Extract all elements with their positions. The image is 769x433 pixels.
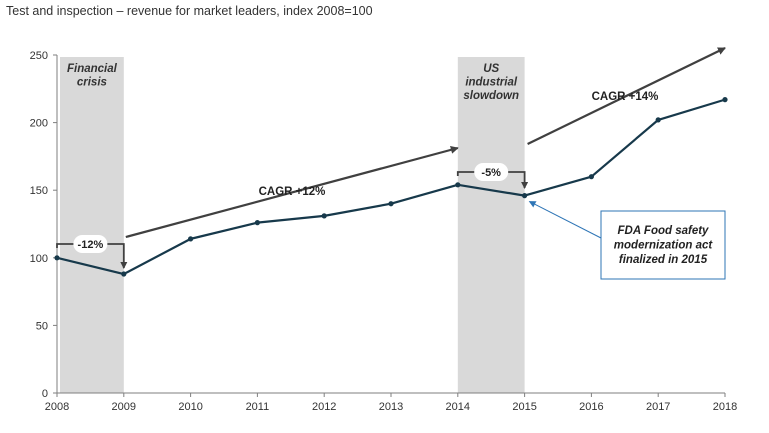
cagr-label-1: CAGR +12%	[259, 186, 326, 198]
x-tick-label: 2013	[379, 401, 403, 413]
data-point	[455, 182, 461, 188]
data-point	[121, 271, 127, 277]
data-point	[321, 213, 327, 219]
shaded-period-label: Financial	[67, 63, 118, 75]
data-point	[188, 236, 194, 242]
x-tick-label: 2012	[312, 401, 336, 413]
y-tick-label: 150	[30, 185, 48, 197]
shaded-period-label: crisis	[77, 77, 107, 89]
shaded-period-label: US	[483, 63, 499, 75]
callout-pointer	[528, 201, 602, 239]
cagr-label-2: CAGR +14%	[592, 91, 659, 103]
x-tick-label: 2015	[512, 401, 536, 413]
x-tick-label: 2008	[45, 401, 69, 413]
callout-box	[600, 210, 726, 280]
chart-title: Test and inspection – revenue for market…	[6, 4, 373, 18]
shaded-period-2	[457, 57, 525, 393]
y-tick-label: 0	[42, 388, 48, 400]
shaded-period-label: slowdown	[463, 90, 519, 102]
callout-text-line: modernization act	[614, 240, 714, 252]
callout-text-line: finalized in 2015	[619, 254, 708, 266]
trend-arrow-2	[527, 47, 726, 145]
x-tick-label: 2010	[178, 401, 202, 413]
x-tick-label: 2016	[579, 401, 603, 413]
x-tick-label: 2011	[246, 401, 270, 413]
drop-1-pill	[73, 235, 108, 253]
data-point	[254, 220, 260, 226]
x-tick-label: 2009	[112, 401, 136, 413]
drop-2-label: -5%	[481, 167, 501, 179]
y-tick-label: 100	[30, 253, 48, 265]
y-tick-label: 250	[30, 50, 48, 62]
data-point	[388, 201, 394, 207]
x-tick-label: 2017	[646, 401, 670, 413]
x-tick-label: 2018	[713, 401, 737, 413]
y-tick-label: 50	[36, 320, 48, 332]
data-point	[655, 117, 661, 123]
data-point	[54, 255, 60, 261]
data-point	[588, 174, 595, 180]
shaded-period-label: industrial	[465, 77, 518, 89]
data-point	[722, 97, 728, 103]
y-tick-label: 200	[30, 118, 48, 130]
x-tick-label: 2014	[446, 401, 470, 413]
callout-text-line: FDA Food safety	[618, 225, 710, 237]
shaded-period-1	[60, 57, 124, 393]
drop-2-pill	[474, 163, 509, 181]
trend-arrow-1	[125, 145, 459, 239]
drop-1-label: -12%	[78, 239, 104, 251]
data-point	[522, 193, 528, 199]
